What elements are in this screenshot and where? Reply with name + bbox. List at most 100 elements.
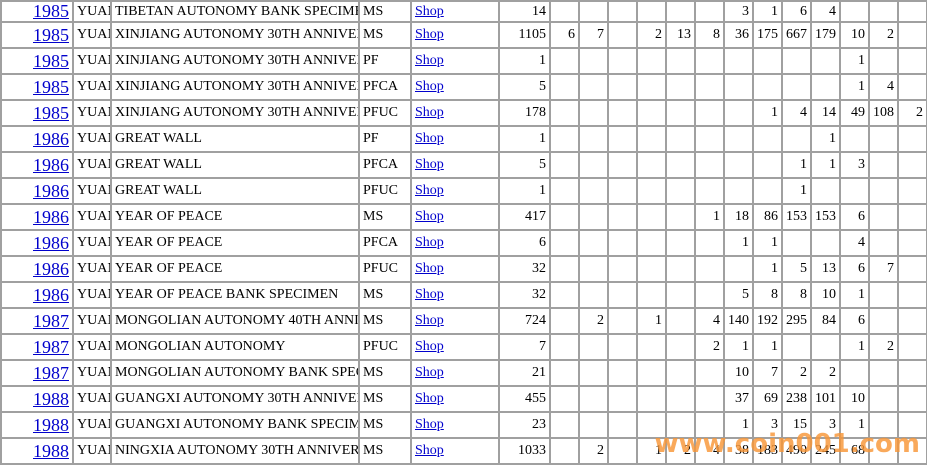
- shop-cell: Shop: [410, 125, 500, 153]
- year-link[interactable]: 1986: [33, 258, 69, 279]
- shop-link[interactable]: Shop: [415, 261, 444, 276]
- count-cell: [607, 229, 638, 257]
- year-link[interactable]: 1985: [33, 76, 69, 97]
- year-cell: 1986: [0, 203, 74, 231]
- shop-link[interactable]: Shop: [415, 313, 444, 328]
- count-cell: 13: [665, 21, 696, 49]
- count-cell: [607, 47, 638, 75]
- count-cell: [839, 359, 870, 387]
- year-link[interactable]: 1986: [33, 284, 69, 305]
- count-cell: [694, 229, 725, 257]
- shop-link[interactable]: Shop: [415, 365, 444, 380]
- count-cell: [549, 255, 580, 283]
- shop-link[interactable]: Shop: [415, 209, 444, 224]
- count-cell: 153: [781, 203, 812, 231]
- count-cell: 6: [839, 307, 870, 335]
- year-link[interactable]: 1985: [33, 50, 69, 71]
- year-cell: 1987: [0, 359, 74, 387]
- count-cell: [549, 99, 580, 127]
- count-cell: [636, 281, 667, 309]
- count-cell: [723, 47, 754, 75]
- count-cell: 3: [810, 411, 841, 439]
- year-link[interactable]: 1988: [33, 388, 69, 409]
- shop-link[interactable]: Shop: [415, 157, 444, 172]
- count-cell: 8: [781, 281, 812, 309]
- count-cell: [636, 333, 667, 361]
- shop-link[interactable]: Shop: [415, 339, 444, 354]
- year-link[interactable]: 1987: [33, 336, 69, 357]
- count-cell: [578, 359, 609, 387]
- count-cell: 3: [752, 411, 783, 439]
- shop-link[interactable]: Shop: [415, 105, 444, 120]
- count-cell: [636, 151, 667, 179]
- year-link[interactable]: 1986: [33, 206, 69, 227]
- count-cell: [578, 411, 609, 439]
- grade-cell: PFCA: [358, 73, 412, 101]
- shop-link[interactable]: Shop: [415, 417, 444, 432]
- count-cell: [897, 47, 927, 75]
- total-cell: 1: [498, 177, 551, 205]
- count-cell: 245: [810, 437, 841, 465]
- shop-cell: Shop: [410, 255, 500, 283]
- shop-link[interactable]: Shop: [415, 53, 444, 68]
- total-cell: 7: [498, 333, 551, 361]
- year-link[interactable]: 1985: [33, 24, 69, 45]
- year-cell: 1986: [0, 125, 74, 153]
- description-cell: MONGOLIAN AUTONOMY BANK SPECIMEN: [110, 359, 360, 387]
- shop-link[interactable]: Shop: [415, 391, 444, 406]
- year-link[interactable]: 1986: [33, 128, 69, 149]
- shop-link[interactable]: Shop: [415, 79, 444, 94]
- year-link[interactable]: 1986: [33, 180, 69, 201]
- count-cell: [897, 437, 927, 465]
- count-cell: [868, 437, 899, 465]
- year-link[interactable]: 1988: [33, 414, 69, 435]
- count-cell: [549, 47, 580, 75]
- count-cell: [781, 229, 812, 257]
- count-cell: [897, 385, 927, 413]
- year-link[interactable]: 1987: [33, 310, 69, 331]
- shop-link[interactable]: Shop: [415, 183, 444, 198]
- count-cell: 49: [839, 99, 870, 127]
- count-cell: 4: [694, 437, 725, 465]
- count-cell: [578, 125, 609, 153]
- shop-link[interactable]: Shop: [415, 27, 444, 42]
- year-link[interactable]: 1986: [33, 232, 69, 253]
- count-cell: [694, 177, 725, 205]
- count-cell: [578, 99, 609, 127]
- count-cell: 1: [723, 411, 754, 439]
- count-cell: 2: [897, 99, 927, 127]
- year-link[interactable]: 1987: [33, 362, 69, 383]
- shop-link[interactable]: Shop: [415, 131, 444, 146]
- grade-cell: MS: [358, 281, 412, 309]
- count-cell: [636, 359, 667, 387]
- count-cell: 175: [752, 21, 783, 49]
- year-link[interactable]: 1986: [33, 154, 69, 175]
- total-cell: 5: [498, 73, 551, 101]
- description-cell: YEAR OF PEACE: [110, 255, 360, 283]
- year-link[interactable]: 1988: [33, 440, 69, 461]
- shop-link[interactable]: Shop: [415, 443, 444, 458]
- count-cell: [694, 0, 725, 23]
- count-cell: [607, 73, 638, 101]
- count-cell: [549, 359, 580, 387]
- shop-cell: Shop: [410, 99, 500, 127]
- year-link[interactable]: 1985: [33, 102, 69, 123]
- count-cell: [694, 151, 725, 179]
- year-link[interactable]: 1985: [33, 1, 69, 21]
- count-cell: [752, 177, 783, 205]
- shop-link[interactable]: Shop: [415, 3, 444, 19]
- shop-link[interactable]: Shop: [415, 287, 444, 302]
- count-cell: [897, 151, 927, 179]
- shop-link[interactable]: Shop: [415, 235, 444, 250]
- count-cell: 2: [781, 359, 812, 387]
- count-cell: [752, 47, 783, 75]
- count-cell: [781, 47, 812, 75]
- count-cell: [665, 359, 696, 387]
- count-cell: [694, 411, 725, 439]
- count-cell: [723, 99, 754, 127]
